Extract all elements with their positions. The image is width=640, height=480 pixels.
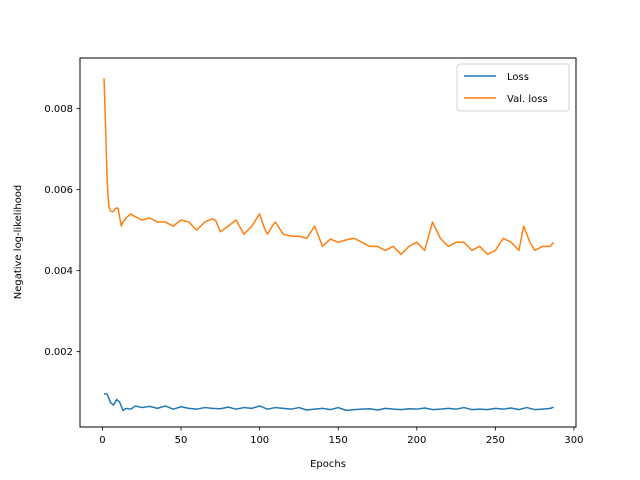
y-tick-label: 0.008	[44, 104, 73, 115]
y-tick-label: 0.004	[44, 266, 73, 277]
series-line-loss	[103, 393, 554, 412]
y-axis-label: Negative log-likelihood	[13, 185, 24, 300]
legend-label-loss: Loss	[507, 72, 529, 83]
y-axis: 0.002 0.004 0.006 0.008	[44, 104, 80, 358]
x-tick-label: 100	[250, 435, 269, 446]
x-tick-label: 200	[407, 435, 426, 446]
plot-frame	[79, 57, 577, 428]
series-line-val-loss	[103, 78, 555, 256]
x-axis-label: Epochs	[310, 459, 346, 470]
y-tick-label: 0.002	[44, 347, 73, 358]
y-tick-label: 0.006	[44, 185, 73, 196]
x-tick-label: 50	[175, 435, 188, 446]
legend-label-val-loss: Val. loss	[507, 94, 548, 105]
x-tick-label: 0	[99, 435, 105, 446]
x-axis: 0 50 100 150 200 250 300	[99, 427, 584, 446]
plot-lines	[103, 78, 555, 412]
legend: Loss Val. loss	[456, 63, 570, 112]
x-tick-label: 150	[329, 435, 348, 446]
x-tick-label: 250	[486, 435, 505, 446]
x-tick-label: 300	[564, 435, 583, 446]
